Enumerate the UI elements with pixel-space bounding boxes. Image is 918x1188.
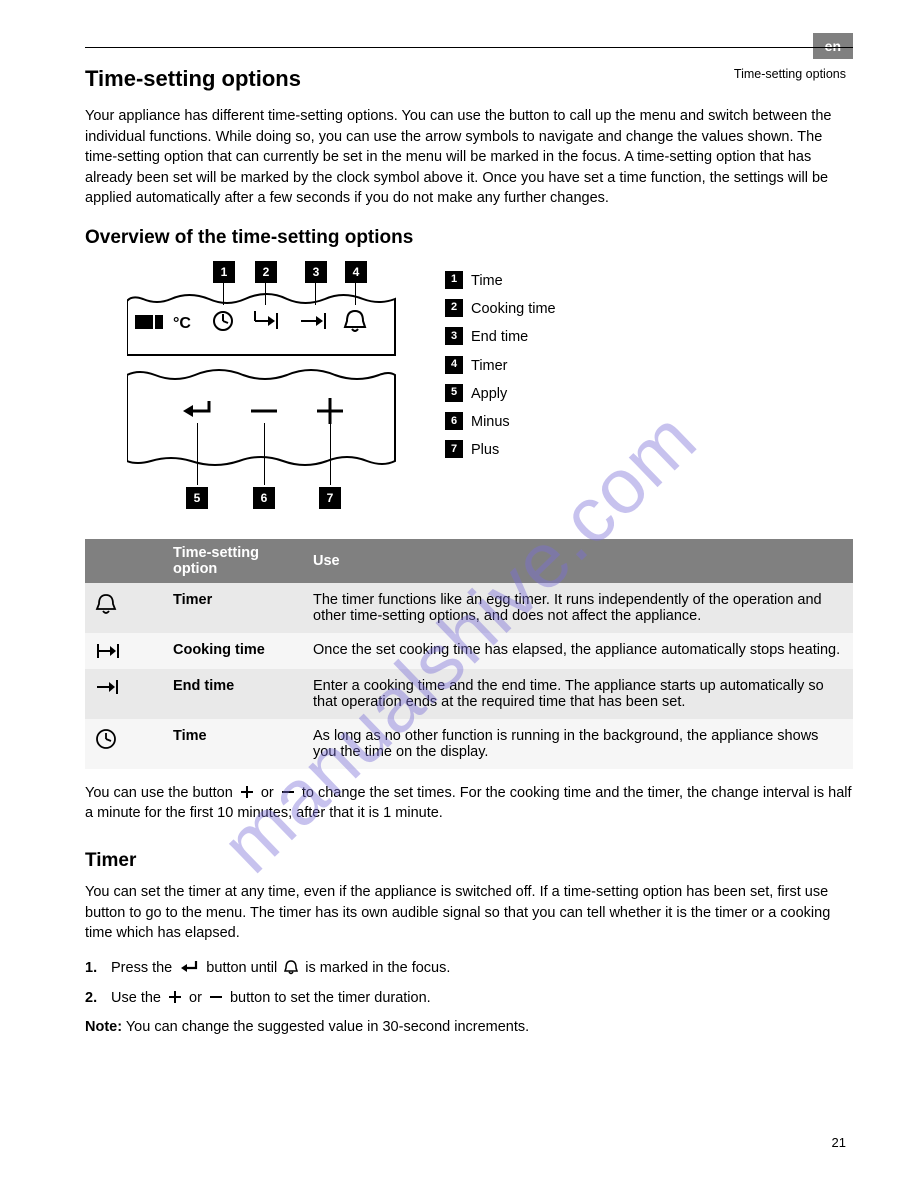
- step-text: Use the or button to set the timer durat…: [111, 988, 853, 1009]
- svg-text:°C: °C: [173, 315, 191, 332]
- diagram-legend: 1 Time 2 Cooking time 3 End time 4 Timer 5 Ap…: [445, 261, 556, 465]
- legend-num: 3: [445, 327, 463, 345]
- col-name: Time-setting option: [163, 539, 303, 583]
- clock-icon: [95, 728, 153, 750]
- col-use: Use: [303, 539, 853, 583]
- legend-label: Apply: [471, 380, 507, 408]
- row-use: The timer functions like an egg timer. I…: [303, 583, 853, 633]
- legend-label: Timer: [471, 352, 508, 380]
- legend-label: Minus: [471, 408, 510, 436]
- plus-icon: [239, 784, 255, 800]
- row-name: Time: [163, 719, 303, 769]
- table-row: Time As long as no other function is run…: [85, 719, 853, 769]
- timer-intro: You can set the timer at any time, even …: [85, 882, 853, 944]
- header-rule: [85, 47, 853, 48]
- row-name: Timer: [163, 583, 303, 633]
- legend-num: 2: [445, 299, 463, 317]
- legend-num: 5: [445, 384, 463, 402]
- cooking-time-icon: [95, 642, 153, 660]
- row-name: Cooking time: [163, 633, 303, 669]
- after-table-note: You can use the button or to change the …: [85, 783, 853, 824]
- note: Note: You can change the suggested value…: [85, 1019, 853, 1035]
- end-time-icon: [95, 678, 153, 696]
- legend-label: End time: [471, 323, 528, 351]
- legend-num: 4: [445, 356, 463, 374]
- overview-heading: Overview of the time-setting options: [85, 227, 853, 249]
- col-symbol: [85, 539, 163, 583]
- row-use: Enter a cooking time and the end time. T…: [303, 669, 853, 719]
- table-row: Timer The timer functions like an egg ti…: [85, 583, 853, 633]
- row-name: End time: [163, 669, 303, 719]
- step-text: Press the button until is marked in the …: [111, 958, 853, 979]
- timer-heading: Timer: [85, 850, 853, 872]
- legend-label: Cooking time: [471, 295, 556, 323]
- minus-icon: [208, 989, 224, 1005]
- control-panel-diagram: 1 2 3 4 °C: [127, 261, 403, 521]
- row-use: Once the set cooking time has elapsed, t…: [303, 633, 853, 669]
- step-number: 2.: [85, 988, 111, 1009]
- intro-paragraph: Your appliance has different time-settin…: [85, 106, 853, 209]
- return-icon: [178, 959, 200, 975]
- steps-list: 1. Press the button until is marked in t…: [85, 958, 853, 1009]
- row-use: As long as no other function is running …: [303, 719, 853, 769]
- note-text: You can change the suggested value in 30…: [126, 1019, 529, 1035]
- page-number: 21: [832, 1135, 846, 1150]
- legend-num: 7: [445, 440, 463, 458]
- table-row: End time Enter a cooking time and the en…: [85, 669, 853, 719]
- functions-table: Time-setting option Use Timer The timer …: [85, 539, 853, 769]
- bell-icon: [283, 959, 299, 975]
- legend-label: Plus: [471, 436, 499, 464]
- diagram-marker-5: 5: [186, 487, 208, 509]
- bell-icon: [95, 592, 153, 614]
- table-row: Cooking time Once the set cooking time h…: [85, 633, 853, 669]
- legend-num: 6: [445, 412, 463, 430]
- legend-num: 1: [445, 271, 463, 289]
- diagram-marker-7: 7: [319, 487, 341, 509]
- plus-icon: [167, 989, 183, 1005]
- section-heading: Time-setting options: [85, 66, 853, 92]
- note-label: Note:: [85, 1019, 122, 1035]
- legend-label: Time: [471, 267, 503, 295]
- diagram-marker-6: 6: [253, 487, 275, 509]
- minus-icon: [280, 784, 296, 800]
- step-number: 1.: [85, 958, 111, 979]
